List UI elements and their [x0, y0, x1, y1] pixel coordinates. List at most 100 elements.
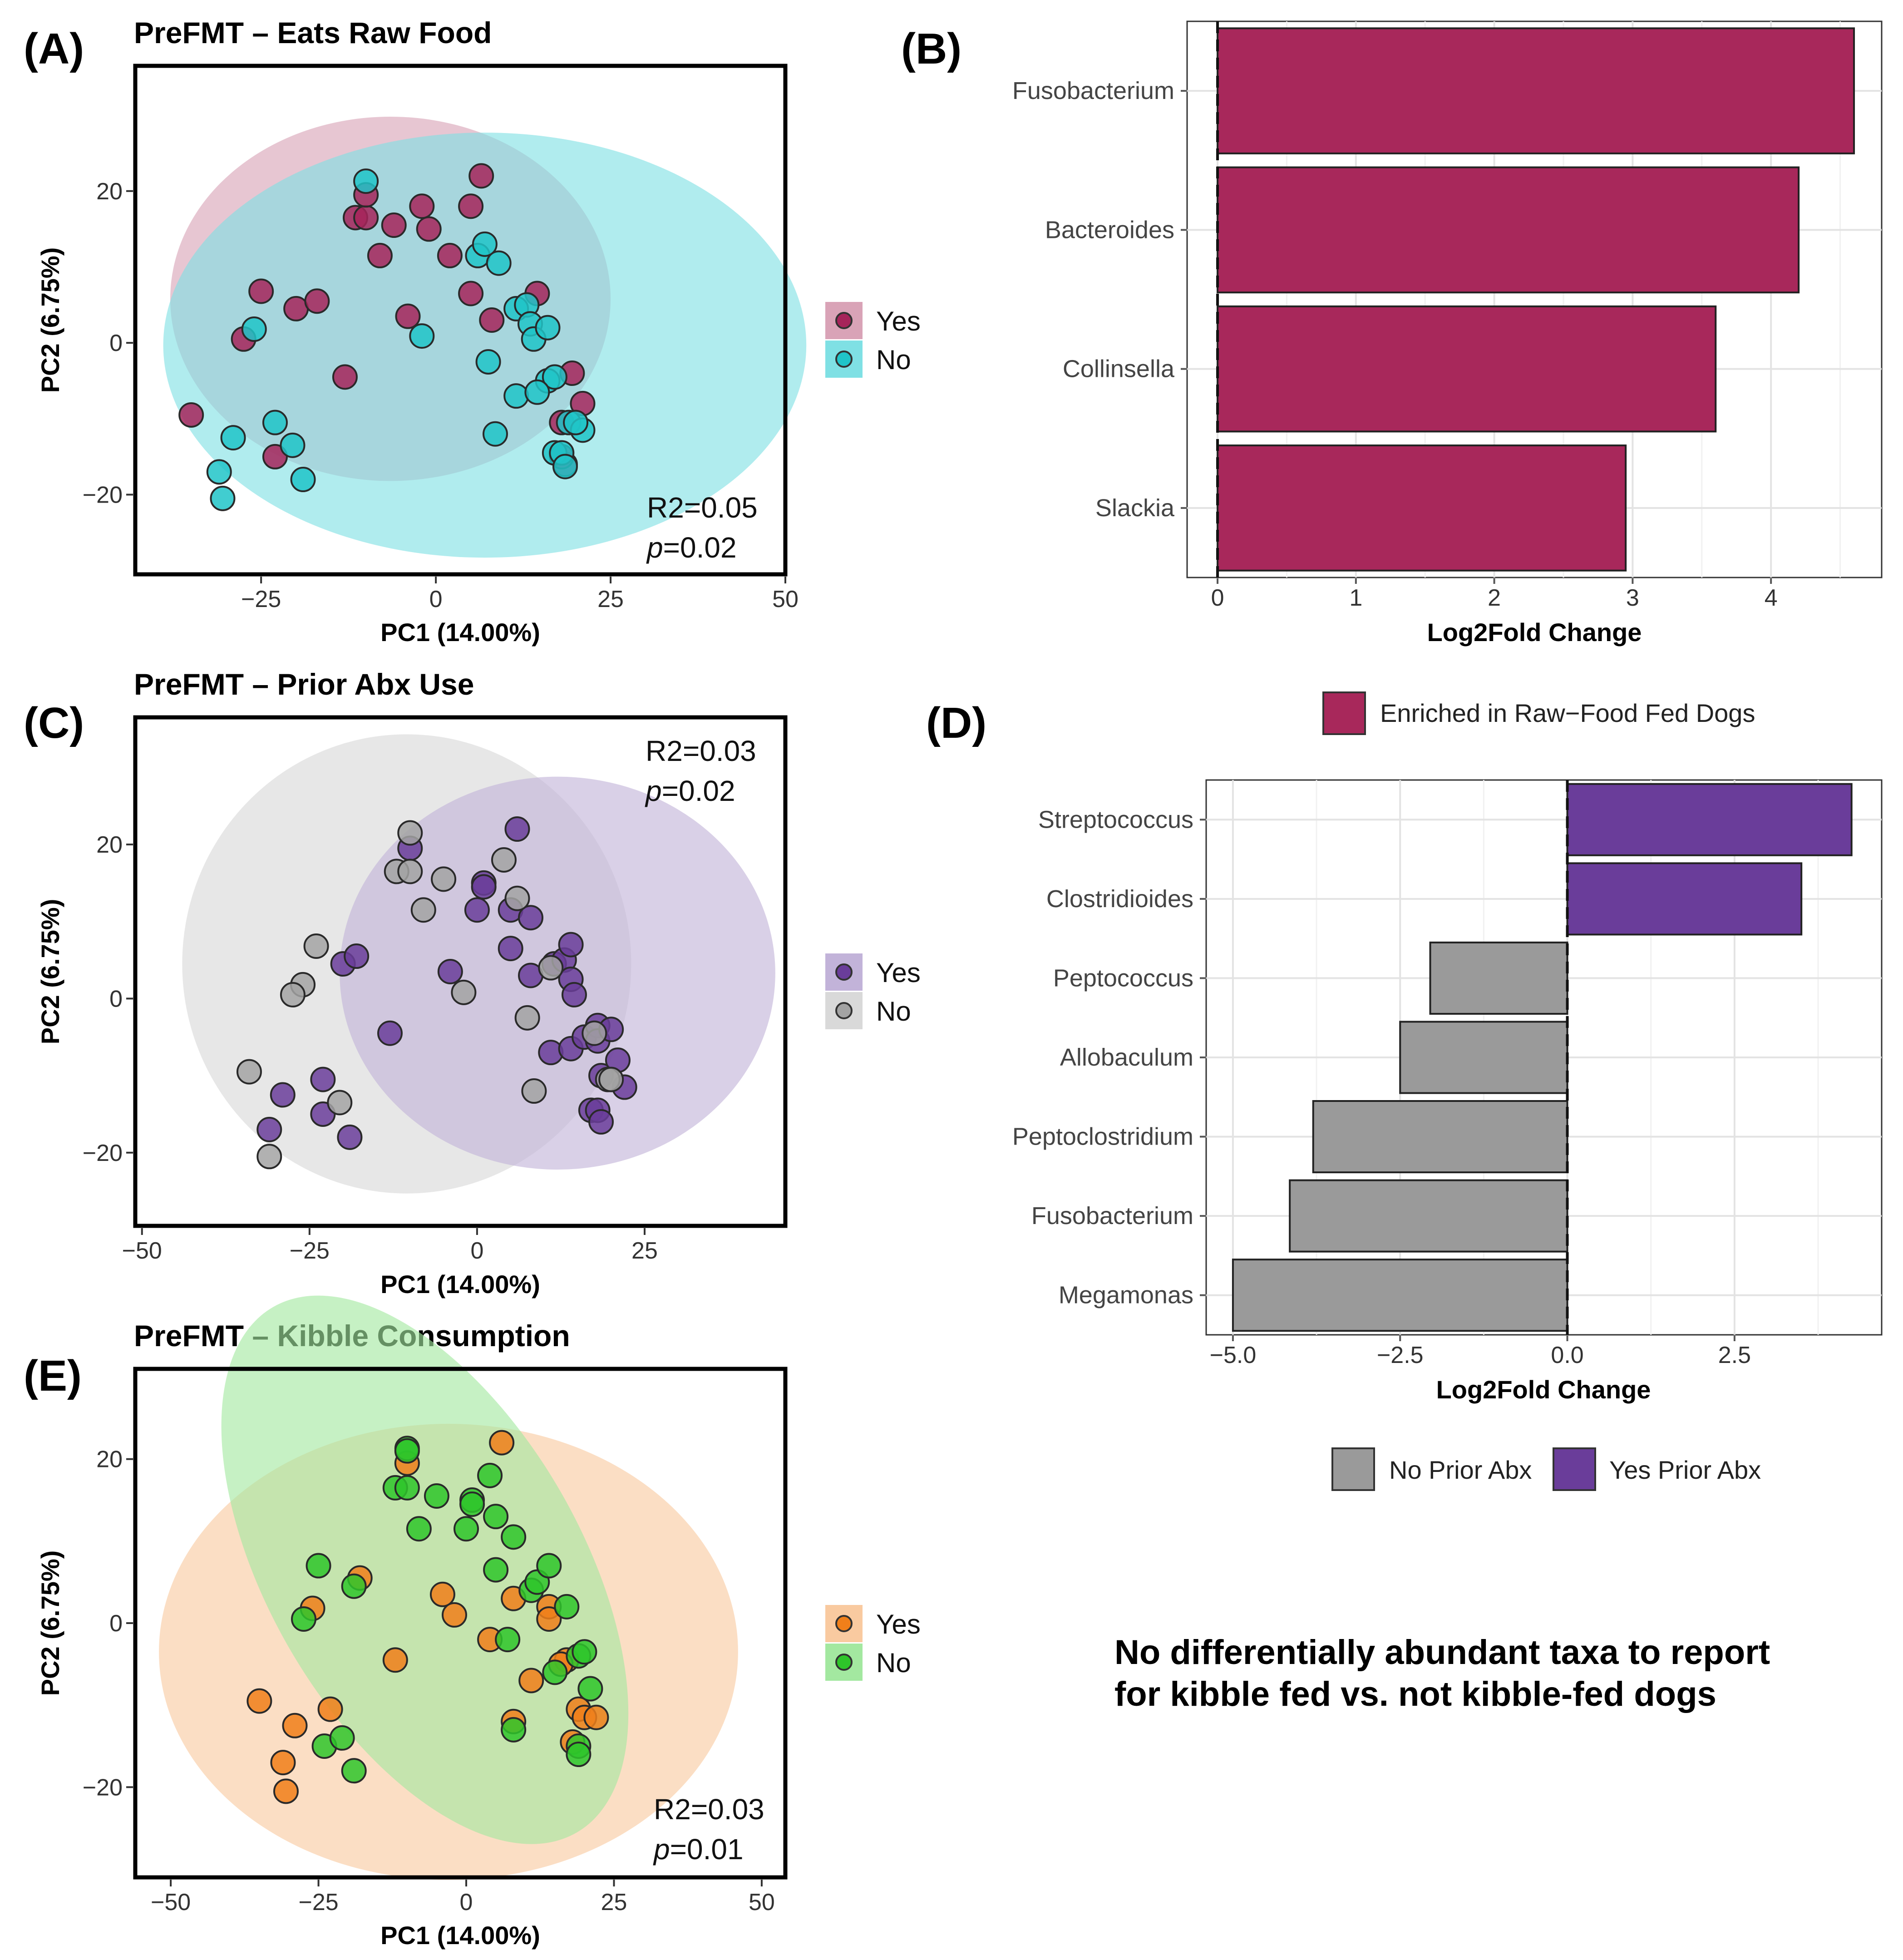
- panel-d-category-labels: Streptococcus Clostridioides Peptococcus Al…: [1012, 806, 1205, 1309]
- point-no: [554, 1594, 580, 1619]
- legend-yes-prior-abx-key: [1553, 1447, 1596, 1491]
- legend-yes-label: Yes: [876, 1609, 921, 1639]
- panel-a-label: (A): [24, 25, 84, 73]
- legend-no-marker: [835, 1002, 853, 1019]
- panel-a-x-axis-label: PC1 (14.00%): [380, 618, 540, 647]
- category-label: Bacteroides: [1045, 216, 1174, 243]
- bar-peptococcus: [1429, 941, 1568, 1015]
- panel-a-p-stat: p=0.02: [646, 531, 737, 564]
- point-no: [542, 1659, 568, 1685]
- panel-c-x-axis-label: PC1 (14.00%): [380, 1270, 540, 1298]
- point-yes: [270, 1750, 296, 1776]
- x-tick-label: −25: [298, 1889, 338, 1916]
- panel-c-y-axis-label: PC2 (6.75%): [36, 899, 64, 1045]
- panel-e: (E) PreFMT – Kibble Consumption −50−2502…: [24, 1295, 921, 1950]
- confidence-ellipse-no: [221, 1295, 629, 1844]
- panel-c-legend: Yes No: [825, 953, 921, 1029]
- panel-e-label: (E): [24, 1352, 82, 1400]
- panel-d-legend: No Prior Abx Yes Prior Abx: [1331, 1447, 1761, 1491]
- bar-peptoclostridium: [1312, 1100, 1568, 1174]
- point-no: [291, 1606, 317, 1632]
- point-yes: [304, 288, 330, 314]
- point-yes: [583, 1704, 609, 1730]
- panel-e-p-stat: p=0.01: [653, 1833, 744, 1866]
- point-no: [582, 1020, 607, 1046]
- point-yes: [429, 1581, 455, 1607]
- legend-yes-prior-abx-label: Yes Prior Abx: [1609, 1456, 1761, 1484]
- point-no: [290, 467, 316, 493]
- legend-raw-food-label: Enriched in Raw−Food Fed Dogs: [1380, 699, 1755, 727]
- point-no: [220, 425, 246, 451]
- confidence-ellipse-no: [163, 133, 807, 558]
- point-yes: [270, 1082, 296, 1108]
- point-no: [514, 1005, 540, 1031]
- x-tick-label: 2: [1488, 585, 1501, 611]
- point-yes: [464, 897, 490, 923]
- point-no: [577, 1676, 603, 1702]
- legend-yes-marker: [835, 312, 853, 329]
- point-yes: [248, 278, 274, 304]
- point-no: [341, 1758, 367, 1784]
- point-no: [424, 1483, 449, 1509]
- panel-c-x-ticks: −50 −25 0 25: [122, 1228, 658, 1264]
- point-yes: [437, 959, 463, 984]
- point-no: [572, 1639, 597, 1665]
- point-no: [406, 1516, 432, 1542]
- point-no: [329, 1725, 355, 1751]
- point-yes: [518, 1668, 544, 1693]
- x-tick-label: 0: [470, 1238, 483, 1264]
- point-no: [303, 933, 329, 959]
- y-tick-label: −20: [83, 482, 123, 508]
- y-tick-label: 20: [96, 178, 123, 205]
- panel-d-x-axis-label: Log2Fold Change: [1436, 1375, 1651, 1404]
- point-no: [236, 1059, 262, 1085]
- bar-fusobacterium: [1217, 27, 1855, 154]
- point-yes: [367, 242, 393, 268]
- point-yes: [441, 1602, 467, 1628]
- note-line-2: for kibble fed vs. not kibble-fed dogs: [1114, 1675, 1716, 1713]
- point-yes: [437, 242, 463, 268]
- category-label: Peptococcus: [1053, 964, 1193, 992]
- point-yes: [178, 402, 204, 428]
- x-tick-label: 1: [1349, 585, 1362, 611]
- panel-d-label: (D): [926, 699, 986, 747]
- x-tick-label: 0: [1211, 585, 1224, 611]
- point-yes: [468, 163, 494, 189]
- point-yes: [256, 1116, 282, 1142]
- legend-no-label: No: [876, 345, 911, 375]
- point-no: [503, 383, 529, 409]
- category-label: Clostridioides: [1046, 885, 1193, 913]
- panel-c-label: (C): [24, 699, 84, 747]
- point-no: [521, 1078, 547, 1104]
- point-no: [459, 1491, 485, 1517]
- point-no: [535, 315, 561, 341]
- panel-e-r2-stat: R2=0.03: [654, 1793, 764, 1826]
- bar-allobaculum: [1399, 1021, 1568, 1094]
- point-no: [524, 379, 550, 405]
- bar-collinsella: [1217, 305, 1717, 433]
- x-tick-label: 4: [1765, 585, 1778, 611]
- category-label: Collinsella: [1063, 355, 1175, 383]
- point-yes: [310, 1066, 336, 1092]
- y-tick-label: 0: [109, 330, 123, 356]
- legend-no-marker: [835, 1654, 853, 1671]
- point-no: [563, 410, 589, 435]
- panel-a-y-axis-label: PC2 (6.75%): [36, 247, 64, 393]
- point-yes: [416, 216, 442, 242]
- x-tick-label: −50: [122, 1238, 162, 1264]
- y-tick-label: 0: [109, 1610, 123, 1637]
- y-tick-label: 0: [109, 986, 123, 1012]
- point-yes: [518, 905, 544, 931]
- legend-no-label: No: [876, 996, 911, 1027]
- x-tick-label: 0.0: [1551, 1342, 1583, 1368]
- panel-c-plot-frame: [133, 715, 788, 1228]
- point-no: [486, 250, 512, 276]
- x-tick-label: −25: [241, 586, 281, 612]
- panel-b-category-labels: Fusobacterium Bacteroides Collinsella Slack…: [1012, 77, 1186, 522]
- point-yes: [479, 307, 505, 333]
- point-no: [353, 168, 379, 194]
- legend-no-prior-abx-key: [1331, 1447, 1375, 1491]
- legend-no-marker: [835, 351, 853, 368]
- bar-streptococcus: [1566, 783, 1853, 856]
- point-yes: [262, 444, 288, 469]
